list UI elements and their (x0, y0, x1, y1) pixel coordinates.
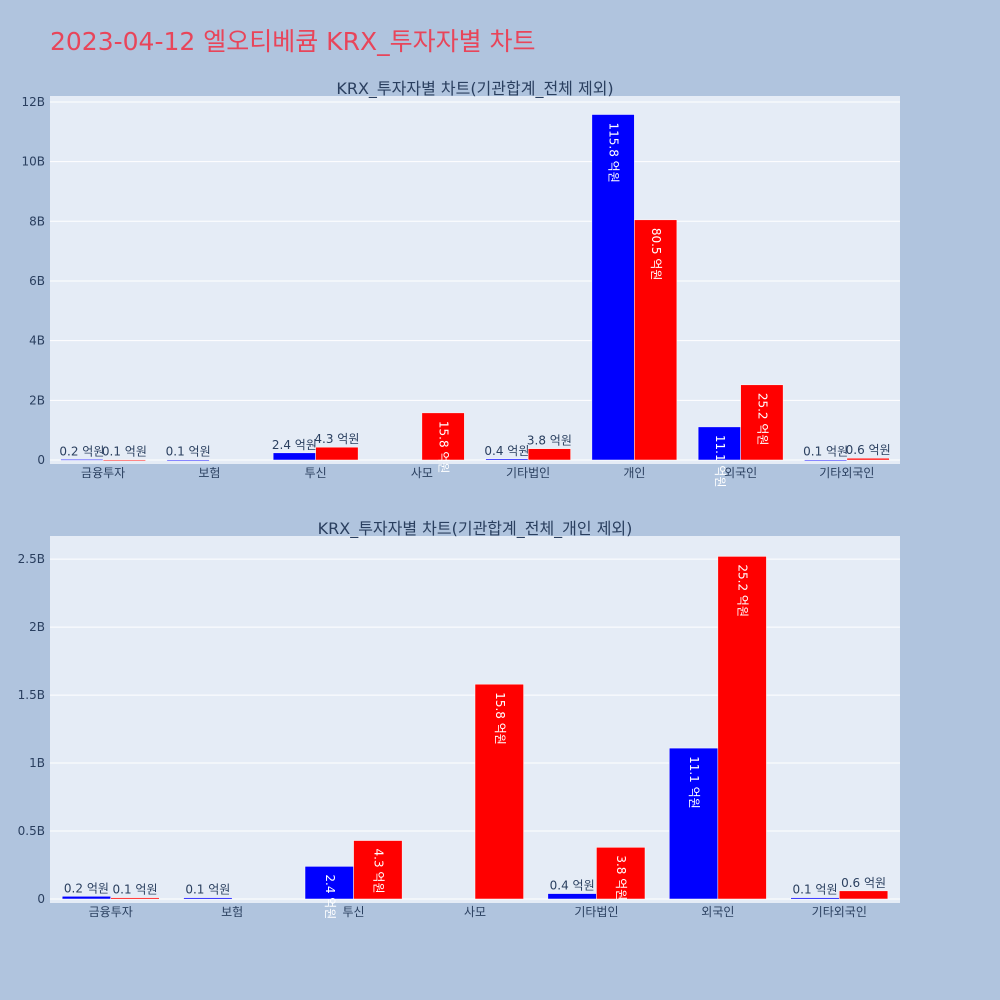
x-tick-label: 기타법인 (574, 905, 618, 919)
x-tick-label: 사모 (464, 905, 486, 919)
bar (474, 683, 524, 900)
y-tick-label: 1B (29, 756, 45, 770)
data-label: 3.8 억원 (614, 855, 628, 900)
data-label: 0.2 억원 (59, 444, 104, 458)
bar (790, 897, 840, 900)
data-label: 0.1 억원 (793, 883, 838, 897)
y-tick-label: 0 (37, 453, 45, 467)
x-tick-label: 외국인 (724, 466, 757, 480)
chart-bottom: KRX_투자자별 차트(기관합계_전체_개인 제외) 0 0.5B 1B 1.5B 2B 2… (18, 519, 900, 919)
data-label: 4.3 억원 (371, 849, 385, 894)
bar (591, 114, 635, 461)
bar (304, 866, 354, 900)
bar (110, 897, 160, 900)
y-tick-label: 12B (21, 95, 45, 109)
data-label: 0.6 억원 (841, 876, 886, 890)
bar (166, 459, 210, 461)
chart-title: KRX_투자자별 차트(기관합계_전체 제외) (336, 79, 613, 99)
data-label: 115.8 억원 (607, 122, 621, 182)
y-tick-label: 10B (21, 155, 45, 169)
data-label: 11.1 억원 (713, 435, 727, 488)
y-tick-label: 6B (29, 274, 45, 288)
y-tick-label: 8B (29, 214, 45, 228)
x-tick-label: 보험 (221, 905, 243, 919)
bar (846, 457, 890, 461)
x-tick-label: 금융투자 (89, 905, 133, 919)
bar (421, 412, 465, 461)
x-tick-label: 개인 (623, 466, 645, 480)
data-label: 2.4 억원 (272, 438, 317, 452)
x-tick-label: 기타외국인 (812, 905, 867, 919)
data-label: 80.5 억원 (649, 228, 663, 281)
y-tick-label: 0 (37, 892, 45, 906)
y-tick-label: 2.5B (18, 552, 45, 566)
y-tick-label: 0.5B (18, 824, 45, 838)
bar (61, 896, 111, 900)
y-tick-label: 2B (29, 620, 45, 634)
x-tick-label: 기타법인 (506, 466, 550, 480)
chart-title: KRX_투자자별 차트(기관합계_전체_개인 제외) (318, 519, 633, 539)
page-title: 2023-04-12 엘오티베큠 KRX_투자자별 차트 (50, 27, 536, 56)
data-label: 0.1 억원 (166, 445, 211, 459)
data-label: 0.2 억원 (64, 881, 109, 895)
data-label: 0.1 억원 (803, 445, 848, 459)
bar (547, 893, 597, 900)
x-tick-label: 기타외국인 (819, 466, 874, 480)
bar (669, 747, 719, 900)
data-label: 4.3 억원 (314, 432, 359, 446)
x-tick-label: 외국인 (701, 905, 734, 919)
data-label: 0.1 억원 (102, 445, 147, 459)
x-tick-label: 투신 (305, 466, 327, 480)
chart-top: KRX_투자자별 차트(기관합계_전체 제외) 0 2B 4B 6B 8B 10B 12B 금융… (21, 79, 900, 488)
data-label: 0.1 억원 (113, 883, 158, 897)
data-label: 25.2 억원 (755, 393, 769, 446)
x-tick-label: 투신 (343, 905, 365, 919)
data-label: 15.8 억원 (437, 421, 451, 474)
y-tick-label: 1.5B (18, 688, 45, 702)
data-label: 0.4 억원 (484, 444, 529, 458)
bar (740, 384, 784, 461)
data-label: 11.1 억원 (687, 756, 701, 809)
x-tick-label: 사모 (411, 466, 433, 480)
bar (697, 426, 741, 461)
data-label: 25.2 억원 (736, 564, 750, 617)
x-tick-label: 금융투자 (81, 466, 125, 480)
bar (183, 897, 233, 900)
bar (102, 459, 146, 461)
bar (839, 890, 889, 900)
data-label: 0.1 억원 (185, 883, 230, 897)
data-label: 3.8 억원 (527, 434, 572, 448)
data-label: 0.4 억원 (550, 879, 595, 893)
bar (485, 458, 529, 461)
bar (717, 556, 767, 900)
y-tick-label: 4B (29, 334, 45, 348)
bar (527, 448, 571, 461)
bar (353, 840, 403, 900)
bar (272, 452, 316, 461)
bar (804, 459, 848, 461)
bar (634, 219, 678, 461)
bar (596, 847, 646, 900)
data-label: 0.6 억원 (846, 443, 891, 457)
x-tick-label: 보험 (198, 466, 220, 480)
data-label: 2.4 억원 (323, 874, 337, 919)
y-tick-label: 2B (29, 393, 45, 407)
bar (60, 459, 104, 461)
bar (315, 446, 359, 461)
data-label: 15.8 억원 (493, 692, 507, 745)
